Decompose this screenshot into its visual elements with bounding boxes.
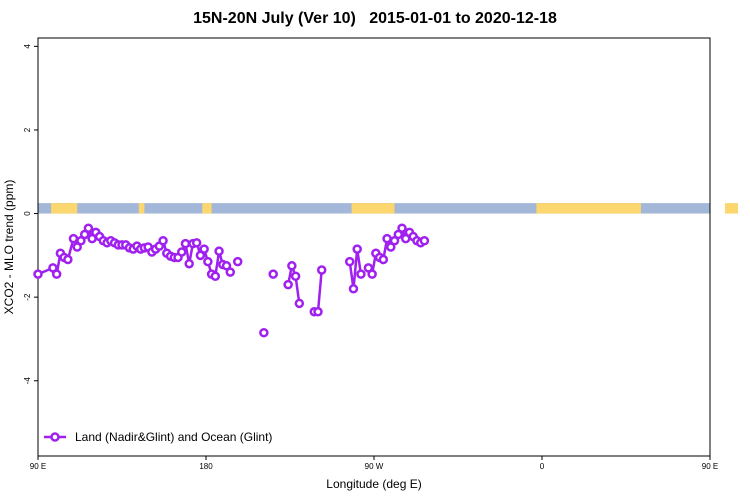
land-segment xyxy=(138,203,145,214)
y-tick-label: 2 xyxy=(23,127,32,132)
x-tick-label: 90 E xyxy=(702,462,718,471)
data-point xyxy=(290,271,301,282)
x-tick-label: 180 xyxy=(199,462,213,471)
data-point xyxy=(356,269,366,279)
data-point xyxy=(63,254,73,265)
data-point xyxy=(382,233,392,244)
data-point xyxy=(158,235,168,246)
legend-marker xyxy=(50,432,60,442)
data-point xyxy=(51,269,62,279)
x-tick-label: 0 xyxy=(540,462,545,471)
data-point xyxy=(199,244,209,254)
data-point xyxy=(316,265,327,275)
data-point xyxy=(294,298,305,309)
data-point xyxy=(419,235,430,246)
data-point xyxy=(214,246,224,256)
y-tick-label: -2 xyxy=(23,293,32,301)
legend: Land (Nadir&Glint) and Ocean (Glint) xyxy=(44,430,272,444)
land-segment xyxy=(536,203,641,214)
y-tick-label: -4 xyxy=(23,377,32,385)
series-line xyxy=(314,269,323,314)
land-segment xyxy=(351,203,395,214)
data-point xyxy=(184,258,194,269)
land-segment xyxy=(202,203,212,214)
data-point xyxy=(83,223,94,233)
legend-label: Land (Nadir&Glint) and Ocean (Glint) xyxy=(75,430,272,444)
data-point xyxy=(33,269,43,279)
series-layer xyxy=(33,223,430,338)
data-point xyxy=(348,284,359,294)
data-point xyxy=(232,256,243,267)
y-axis-label: XCO2 - MLO trend (ppm) xyxy=(2,180,16,315)
data-point xyxy=(397,223,407,233)
data-point xyxy=(203,256,213,267)
data-point xyxy=(191,238,202,248)
chart-title: 15N-20N July (Ver 10) 2015-01-01 to 2020… xyxy=(193,10,557,27)
data-point xyxy=(283,279,293,290)
land-segment xyxy=(51,203,78,214)
axes: 90 E 180 90 W 0 90 E -4 -2 0 2 4 xyxy=(23,37,718,471)
data-point xyxy=(344,256,355,267)
data-point xyxy=(367,269,377,279)
land-ocean-band xyxy=(38,203,738,214)
data-point xyxy=(180,238,191,249)
series-line xyxy=(348,248,363,289)
data-point xyxy=(378,254,389,265)
data-point xyxy=(268,269,278,279)
y-tick-label: 4 xyxy=(23,44,32,49)
data-point xyxy=(287,261,297,271)
data-point xyxy=(176,247,187,257)
x-tick-label: 90 W xyxy=(365,462,384,471)
x-axis-label: Longitude (deg E) xyxy=(326,477,421,491)
data-point xyxy=(313,307,323,317)
y-tick-label: 0 xyxy=(23,211,32,216)
land-segment xyxy=(724,203,738,214)
series-line xyxy=(286,261,301,304)
data-point xyxy=(259,327,269,338)
data-point xyxy=(210,271,221,282)
x-tick-label: 90 E xyxy=(30,462,46,471)
data-point xyxy=(68,233,79,244)
data-point xyxy=(352,244,362,254)
data-point xyxy=(225,267,236,277)
